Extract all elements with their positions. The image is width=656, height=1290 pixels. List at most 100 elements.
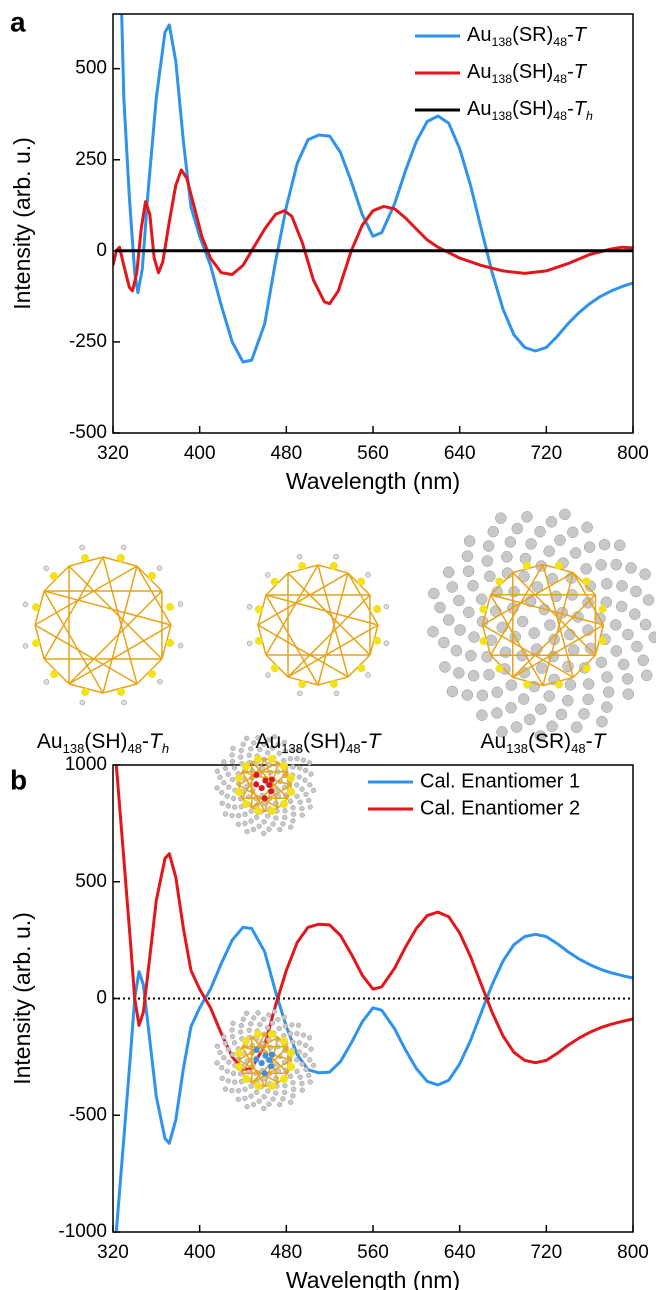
sulfur-atom [280, 1036, 289, 1045]
h-atom [383, 603, 390, 610]
text-run: - [586, 730, 593, 753]
ligand-atom [231, 765, 238, 771]
ligand-atom [226, 1059, 232, 1065]
text-run: h [162, 741, 169, 756]
bond [102, 565, 138, 694]
ligand-atom [491, 686, 503, 699]
bond [68, 624, 172, 685]
accent-atom [258, 784, 265, 791]
ligand-atom [265, 1025, 271, 1031]
h-atom [156, 565, 163, 571]
ligand-atom [569, 547, 582, 559]
ligand-atom [484, 570, 496, 583]
ligand-atom [282, 1089, 288, 1096]
data-line [120, 14, 633, 364]
bond [512, 594, 596, 678]
x-tick-label: 560 [357, 443, 389, 464]
ligand-atom [265, 1088, 271, 1094]
text-run: 48 [553, 72, 567, 86]
plot-frame [112, 13, 634, 434]
text-run: T [368, 730, 383, 753]
ligand-atom [290, 764, 296, 770]
ligand-atom [217, 774, 223, 781]
ligand-atom [517, 693, 530, 705]
sulfur-atom [598, 636, 607, 645]
h-atom [297, 690, 303, 697]
ligand-atom [230, 1020, 236, 1027]
ligand-atom [238, 754, 244, 760]
bond [257, 624, 349, 678]
ligand-atom [310, 787, 317, 793]
accent-atom [262, 777, 269, 784]
ligand-atom [257, 1021, 263, 1028]
sulfur-atom [241, 1036, 250, 1045]
ligand-atom [229, 812, 235, 819]
ligand-atom [546, 720, 558, 733]
ligand-atom [294, 782, 300, 788]
ligand-atom [230, 1070, 237, 1077]
text-run: (SH) [84, 730, 127, 753]
ligand-atom [261, 1094, 267, 1100]
sulfur-atom [31, 603, 40, 612]
ligand-atom [481, 650, 493, 663]
bond [241, 771, 266, 812]
ligand-atom [562, 694, 574, 707]
ligand-atom [306, 1072, 312, 1079]
y-tick-label: -1000 [58, 1221, 107, 1242]
sulfur-atom [582, 664, 591, 673]
sulfur-atom [287, 787, 296, 796]
sulfur-atom [329, 680, 338, 689]
ligand-atom [299, 786, 305, 792]
y-tick-label: 500 [75, 871, 107, 892]
cluster-illustration [214, 734, 317, 837]
accent-atom [268, 1063, 275, 1070]
h-atom [120, 544, 127, 551]
sulfur-atom [254, 1082, 263, 1091]
ligand-atom [287, 1031, 294, 1037]
ligand-atom [214, 768, 221, 774]
ligand-atom [265, 750, 271, 756]
text-run: - [567, 24, 574, 46]
sulfur-atom [357, 577, 366, 586]
x-tick-label: 800 [617, 1242, 649, 1263]
ligand-atom [306, 760, 313, 766]
y-tick-label: 1000 [65, 754, 107, 775]
text-run: - [142, 730, 149, 753]
sulfur-atom [280, 761, 289, 770]
bond [542, 572, 574, 686]
ligand-atom [255, 1010, 261, 1016]
sulfur-atom [254, 807, 263, 816]
bond [490, 594, 604, 626]
ligand-atom [221, 780, 227, 786]
bond [287, 594, 371, 678]
ligand-atom [251, 740, 257, 746]
h-atom [333, 690, 340, 697]
ligand-atom [463, 606, 475, 619]
ligand-atom [235, 1096, 241, 1102]
text-run: Au [481, 730, 507, 753]
ligand-atom [242, 811, 248, 818]
ligand-atom [219, 1075, 225, 1081]
ligand-atom [242, 820, 248, 827]
ligand-atom [491, 707, 503, 719]
data-line [113, 168, 633, 306]
data-line [114, 765, 633, 1072]
ligand-atom [255, 735, 261, 741]
sulfur-atom [147, 571, 156, 580]
sulfur-atom [241, 761, 250, 770]
sulfur-atom [554, 561, 563, 570]
ligand-atom [446, 685, 459, 698]
panel-letter: a [10, 6, 26, 37]
ligand-atom [299, 805, 305, 812]
x-tick-label: 400 [184, 1242, 216, 1263]
ligand-atom [428, 587, 440, 600]
ligand-atom [289, 1022, 295, 1028]
ligand-atom [628, 608, 641, 620]
sulfur-atom [270, 577, 279, 586]
sulfur-atom [235, 788, 244, 797]
ligand-atom [214, 1060, 220, 1066]
ligand-atom [281, 739, 287, 746]
ligand-atom [299, 1080, 305, 1087]
text-run: 48 [571, 741, 585, 756]
ligand-atom [270, 1096, 276, 1102]
